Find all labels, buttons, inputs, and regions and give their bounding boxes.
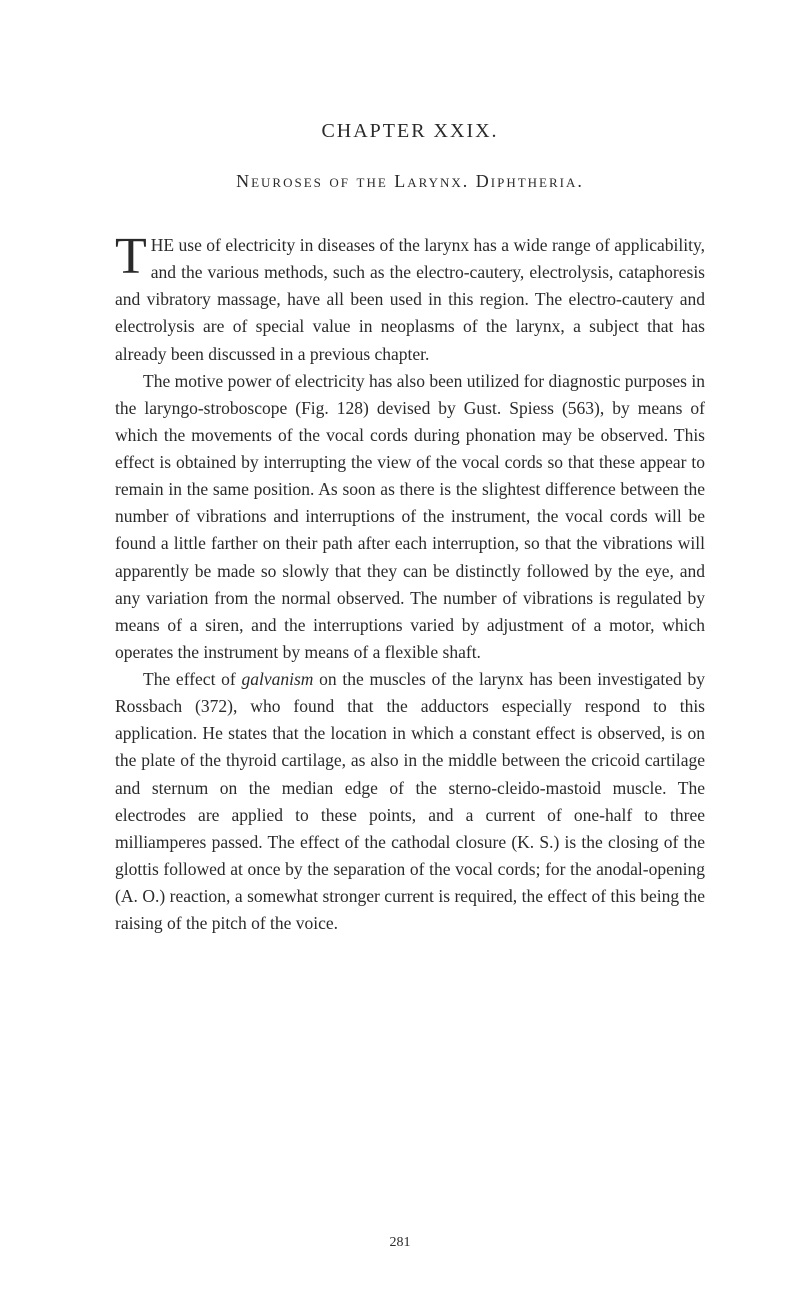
drop-cap: T [115, 232, 151, 278]
page-number: 281 [0, 1235, 800, 1251]
paragraph-3-italic: galvanism [241, 669, 313, 689]
chapter-title: CHAPTER XXIX. [115, 120, 705, 143]
paragraph-1: THE use of electricity in diseases of th… [115, 232, 705, 368]
paragraph-3: The effect of galvanism on the muscles o… [115, 666, 705, 937]
paragraph-3-part2: on the muscles of the larynx has been in… [115, 669, 705, 933]
section-title: Neuroses of the Larynx. Diphtheria. [115, 171, 705, 192]
paragraph-1-text: HE use of electricity in diseases of the… [115, 235, 705, 364]
paragraph-2: The motive power of electricity has also… [115, 368, 705, 666]
paragraph-3-part1: The effect of [143, 669, 241, 689]
